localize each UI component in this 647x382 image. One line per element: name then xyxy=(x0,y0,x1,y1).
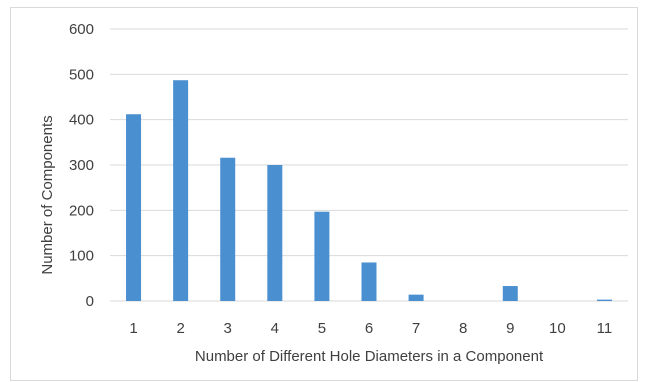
x-tick-label: 7 xyxy=(412,320,420,337)
x-tick-label: 3 xyxy=(224,320,232,337)
bars xyxy=(126,80,612,301)
chart-frame xyxy=(10,7,638,381)
bar-6 xyxy=(361,262,377,301)
x-tick-label: 11 xyxy=(597,320,613,337)
y-tick-label: 400 xyxy=(69,112,94,129)
y-tick-label: 600 xyxy=(69,21,94,38)
x-tick-label: 9 xyxy=(506,320,514,337)
x-tick-label: 2 xyxy=(176,320,184,337)
bar-3 xyxy=(220,157,236,301)
bar-5 xyxy=(314,211,330,301)
x-tick-label: 6 xyxy=(365,320,373,337)
y-tick-labels: 0 100 200 300 400 500 600 xyxy=(69,21,94,310)
bar-7 xyxy=(408,294,424,301)
bar-11 xyxy=(596,299,612,301)
y-tick-label: 100 xyxy=(69,248,94,265)
x-tick-labels: 1 2 3 4 5 6 7 8 9 10 11 xyxy=(129,320,612,337)
bar-2 xyxy=(173,80,189,301)
x-tick-label: 10 xyxy=(549,320,566,337)
bar-4 xyxy=(267,165,283,301)
bar-9 xyxy=(502,286,518,301)
y-tick-label: 300 xyxy=(69,157,94,174)
x-axis-title: Number of Different Hole Diameters in a … xyxy=(195,348,544,365)
y-axis-title: Number of Components xyxy=(39,115,56,274)
bar-1 xyxy=(126,114,142,301)
x-tick-label: 8 xyxy=(459,320,467,337)
y-tick-label: 200 xyxy=(69,202,94,219)
gridlines xyxy=(110,28,628,302)
y-tick-label: 0 xyxy=(86,293,94,310)
x-tick-label: 5 xyxy=(318,320,326,337)
x-tick-label: 4 xyxy=(271,320,279,337)
y-tick-label: 500 xyxy=(69,66,94,83)
x-tick-label: 1 xyxy=(129,320,137,337)
